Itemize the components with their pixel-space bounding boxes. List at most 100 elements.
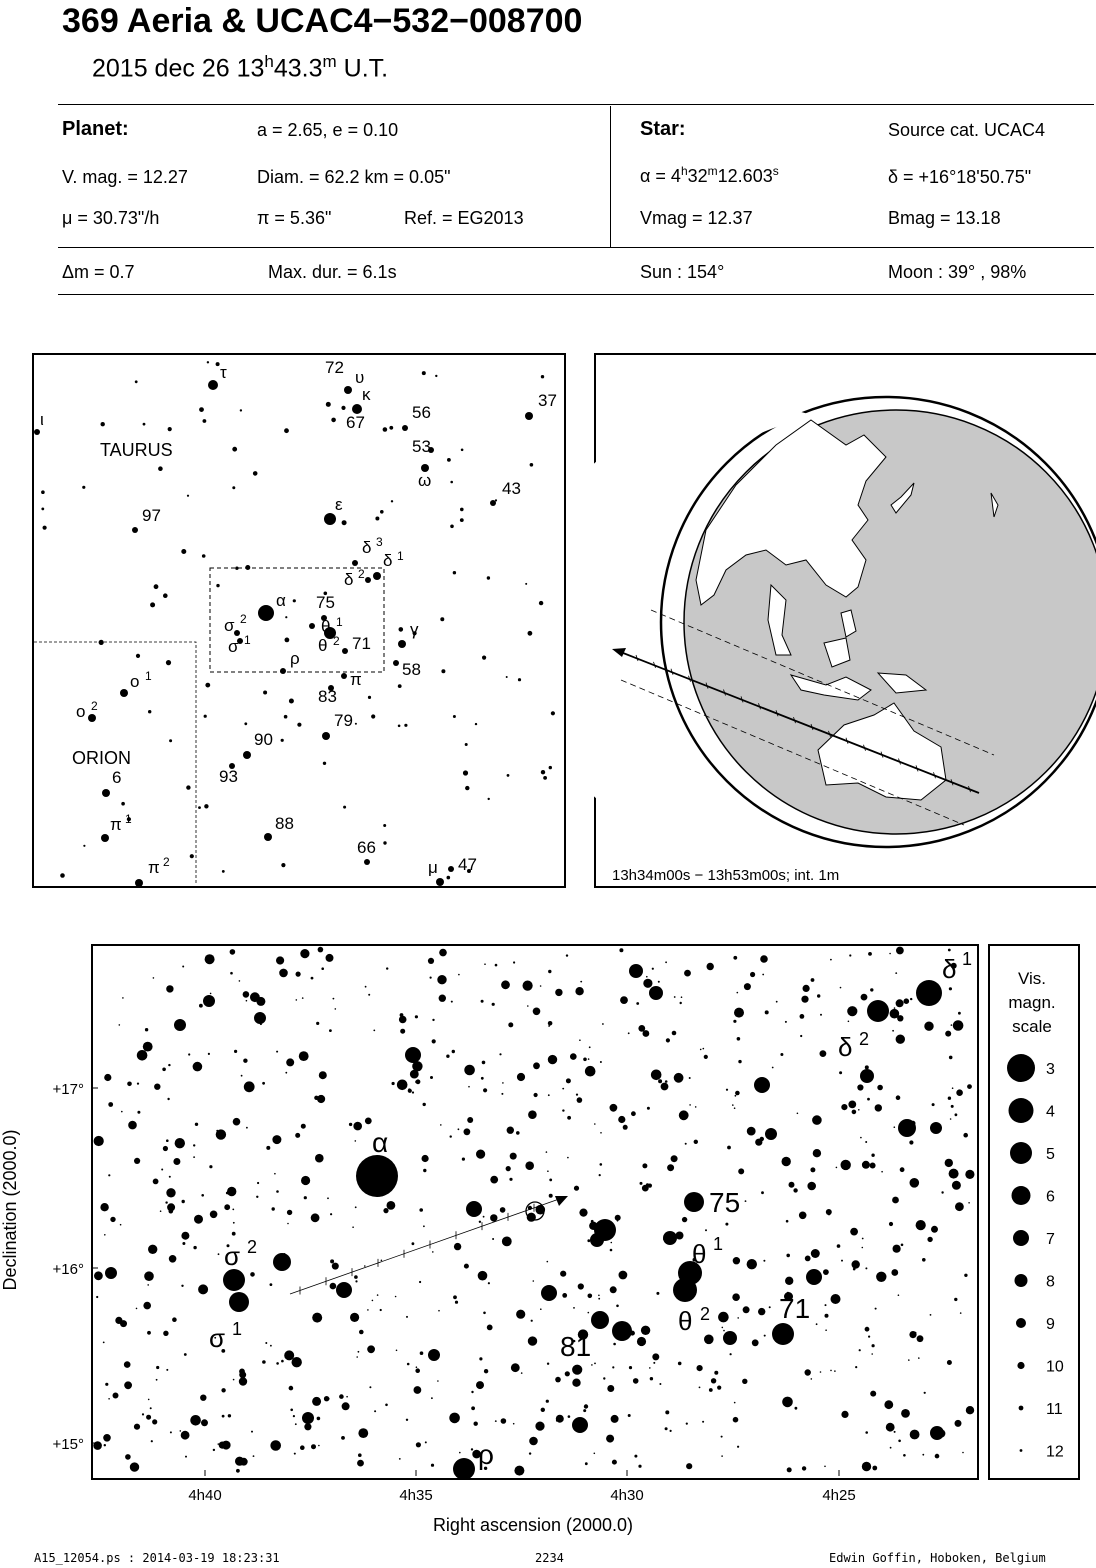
footer-file: A15_12054.ps : 2014-03-19 18:23:31	[34, 1551, 280, 1565]
ra-prefix: α = 4	[640, 166, 681, 186]
page-title: 369 Aeria & UCAC4−532−008700	[62, 2, 583, 40]
ut-label: U.T.	[336, 54, 389, 83]
ra-s-unit: s	[772, 164, 779, 178]
legend-mag-label: 3	[1046, 1061, 1055, 1078]
track-tick	[880, 751, 884, 758]
ra-m-unit: m	[707, 164, 718, 178]
event-datetime: 2015 dec 26 13h43.3m U.T.	[92, 52, 388, 83]
star-ra: α = 4h32m12.603s	[640, 164, 779, 187]
legend-mag-label: 9	[1046, 1316, 1055, 1333]
track-tick	[688, 675, 691, 682]
track-tick	[828, 730, 831, 738]
info-top-rule	[58, 104, 1094, 105]
track-tick	[950, 779, 954, 786]
y-tick-17: +17°	[53, 1081, 84, 1098]
globe-view: 13h34m00s − 13h53m00s; int. 1m	[594, 395, 1096, 884]
detail-chart	[91, 944, 979, 1480]
ra-sec: 12.603	[717, 166, 773, 186]
track-south-limit	[620, 679, 965, 826]
star-bmag: Bmag = 13.18	[888, 208, 1001, 228]
legend-mag-label: 6	[1046, 1189, 1055, 1206]
track-tick	[810, 723, 814, 731]
star-vmag: Vmag = 12.37	[640, 208, 753, 228]
legend-mag-label: 12	[1046, 1444, 1064, 1461]
hour-unit: h	[264, 52, 274, 71]
legend-dot	[1010, 1142, 1032, 1164]
asia-landmass	[695, 419, 887, 606]
magnitude-legend-canvas: Vis. magn. scale 3 4 5 6 7 8 9 10 11 12	[1007, 969, 1064, 1461]
japan	[890, 482, 915, 514]
legend-dot	[1019, 1449, 1023, 1452]
y-tick-15: +15°	[53, 1436, 84, 1453]
legend-mag-label: 8	[1046, 1274, 1055, 1291]
source-catalog: Source cat. UCAC4	[888, 120, 1046, 140]
track-tick	[723, 689, 726, 696]
track-tick	[933, 772, 936, 779]
minute-value: 43.3	[273, 54, 323, 83]
legend-title-line3: scale	[1012, 1017, 1052, 1036]
legend-title-line1: Vis.	[1018, 969, 1046, 988]
track-tick	[968, 785, 971, 793]
australia	[817, 702, 947, 801]
legend-mag-label: 7	[1046, 1231, 1055, 1248]
magnitude-legend	[988, 944, 1080, 1480]
legend-dot	[1011, 1186, 1031, 1205]
sun-elongation: Sun : 154°	[640, 262, 725, 282]
ra-min: 32	[687, 166, 708, 186]
north-america-tip	[990, 492, 999, 518]
legend-dot	[1017, 1361, 1025, 1370]
star-dec: δ = +16°18'50.75"	[888, 167, 1032, 187]
track-tick	[915, 765, 919, 772]
planet-motion: μ = 30.73"/h	[62, 208, 160, 228]
info-bottom-rule	[58, 294, 1094, 295]
moon-info: Moon : 39° , 98%	[888, 262, 1027, 282]
borneo	[823, 637, 851, 668]
max-duration: Max. dur. = 6.1s	[268, 262, 397, 282]
x-tick-4h35: 4h35	[399, 1487, 432, 1504]
info-divider	[610, 106, 611, 248]
y-tick-16: +16°	[53, 1261, 84, 1278]
track-tick	[758, 703, 761, 710]
minute-unit: m	[322, 52, 337, 71]
y-axis-title: Declination (2000.0)	[0, 1129, 20, 1290]
legend-dot	[1016, 1318, 1026, 1328]
track-tick	[793, 716, 796, 724]
legend-mag-label: 10	[1046, 1359, 1064, 1376]
finder-chart	[32, 353, 566, 888]
track-tick	[635, 654, 639, 662]
legend-title-line2: magn.	[1008, 993, 1055, 1012]
legend-mag-label: 11	[1046, 1401, 1063, 1418]
x-tick-4h30: 4h30	[610, 1487, 643, 1504]
philippines	[840, 609, 857, 638]
track-tick	[775, 710, 779, 717]
x-tick-4h25: 4h25	[822, 1487, 855, 1504]
track-tick	[670, 668, 674, 675]
planet-vmag: V. mag. = 12.27	[62, 167, 188, 187]
mag-drop: Δm = 0.7	[62, 262, 135, 282]
new-guinea	[876, 672, 928, 694]
x-tick-4h40: 4h40	[188, 1487, 221, 1504]
orbit-elements: a = 2.65, e = 0.10	[257, 120, 399, 140]
se-asia	[767, 583, 792, 656]
ra-h-unit: h	[680, 164, 688, 178]
track-time-ticks	[635, 654, 971, 793]
legend-mag-label: 4	[1046, 1104, 1055, 1121]
track-tick	[863, 744, 866, 751]
globe-caption: 13h34m00s − 13h53m00s; int. 1m	[612, 867, 839, 884]
legend-dot	[1018, 1405, 1024, 1411]
footer-page: 2234	[535, 1551, 564, 1565]
info-mid-rule	[58, 247, 1094, 248]
x-axis-title: Right ascension (2000.0)	[433, 1515, 633, 1535]
occultation-track	[617, 650, 980, 794]
indonesia	[789, 674, 872, 701]
track-north-limit	[650, 609, 995, 756]
date-text: 2015 dec 26 13	[92, 54, 265, 83]
legend-items: 3 4 5 6 7 8 9 10 11 12	[1007, 1054, 1064, 1461]
ephemeris-ref: Ref. = EG2013	[404, 208, 524, 228]
footer-author: Edwin Goffin, Hoboken, Belgium	[829, 1551, 1046, 1565]
track-tick	[845, 737, 849, 744]
track-tick	[740, 696, 744, 703]
planet-parallax: π = 5.36"	[257, 208, 332, 228]
legend-dot	[1014, 1274, 1028, 1287]
track-tick	[705, 682, 709, 689]
